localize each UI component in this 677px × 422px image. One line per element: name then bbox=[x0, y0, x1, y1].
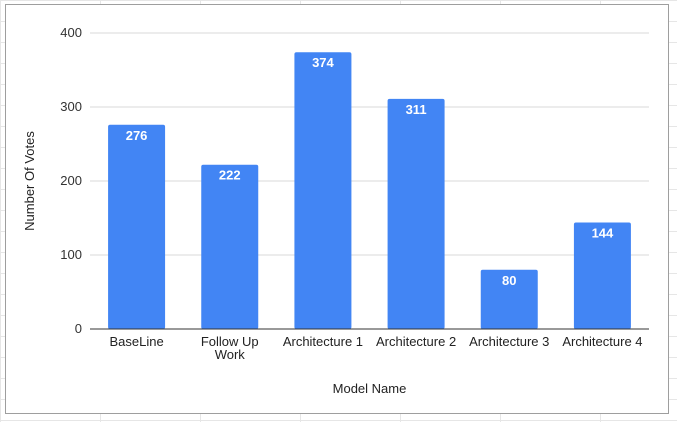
bar-data-label: 374 bbox=[312, 55, 334, 70]
y-tick-label: 300 bbox=[60, 99, 82, 114]
bar[interactable] bbox=[480, 269, 538, 329]
y-tick-label: 0 bbox=[75, 321, 82, 336]
x-tick-label-line: Follow Up bbox=[201, 334, 259, 349]
x-tick-label-line: BaseLine bbox=[109, 334, 163, 349]
bar-data-labels: 276 222 374 311 80 144 bbox=[126, 55, 614, 288]
x-tick-label-line: Work bbox=[215, 347, 246, 362]
gridlines bbox=[90, 32, 649, 256]
x-tick-label: BaseLine bbox=[109, 334, 163, 349]
bar-data-label: 80 bbox=[502, 273, 516, 288]
x-tick-label: Architecture 4 bbox=[562, 334, 642, 349]
y-axis-title: Number Of Votes bbox=[22, 131, 37, 231]
x-tick-label-line: Architecture 2 bbox=[376, 334, 456, 349]
x-tick-label: Architecture 1 bbox=[283, 334, 363, 349]
y-tick-label: 200 bbox=[60, 173, 82, 188]
chart-container[interactable]: 0 100 200 300 400 276 222 374 311 80 144 BaseLine… bbox=[5, 4, 669, 414]
x-tick-label-line: Architecture 4 bbox=[562, 334, 642, 349]
bar-data-label: 222 bbox=[219, 168, 241, 183]
bar[interactable] bbox=[201, 164, 259, 329]
bar[interactable] bbox=[573, 222, 631, 329]
bars bbox=[108, 52, 631, 330]
bar-data-label: 276 bbox=[126, 128, 148, 143]
bar[interactable] bbox=[108, 124, 166, 329]
x-tick-label-line: Architecture 3 bbox=[469, 334, 549, 349]
x-tick-label: Follow Up Work bbox=[201, 334, 259, 362]
x-tick-label-line: Architecture 1 bbox=[283, 334, 363, 349]
bar-data-label: 144 bbox=[592, 225, 614, 240]
x-axis-ticks: BaseLine Follow Up Work Architecture 1 Archi… bbox=[109, 334, 642, 362]
bar[interactable] bbox=[387, 98, 445, 329]
bar[interactable] bbox=[294, 52, 352, 330]
x-tick-label: Architecture 2 bbox=[376, 334, 456, 349]
y-axis-ticks: 0 100 200 300 400 bbox=[60, 25, 82, 336]
y-tick-label: 400 bbox=[60, 25, 82, 40]
bar-data-label: 311 bbox=[406, 102, 427, 117]
y-tick-label: 100 bbox=[60, 247, 82, 262]
bar-chart: 0 100 200 300 400 276 222 374 311 80 144 BaseLine… bbox=[22, 25, 649, 396]
x-axis-title: Model Name bbox=[333, 381, 407, 396]
x-tick-label: Architecture 3 bbox=[469, 334, 549, 349]
